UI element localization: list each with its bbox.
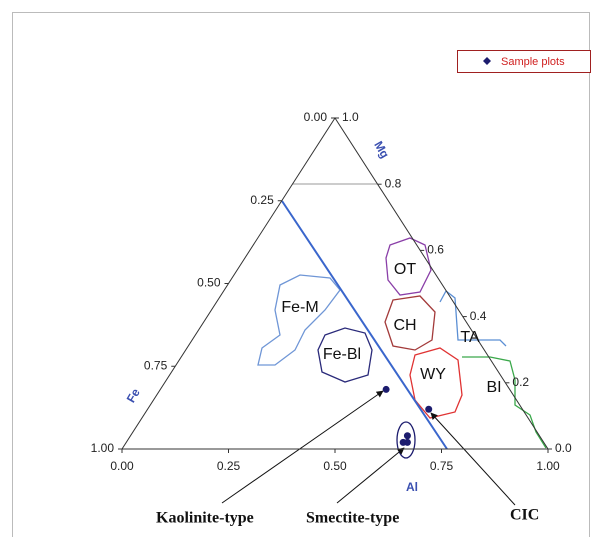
tick-label: 0.6 (427, 243, 444, 257)
tick-label: 0.50 (323, 459, 347, 473)
arrows (221, 390, 516, 506)
tick-label: 0.2 (512, 375, 529, 389)
arrow (221, 390, 384, 504)
axis-label: Mg (371, 139, 392, 161)
tick-label: 1.00 (536, 459, 560, 473)
tick-label: 0.75 (430, 459, 454, 473)
smectite-outline (396, 421, 416, 459)
sample-point (382, 385, 390, 393)
region-label: Fe-M (281, 299, 318, 316)
tick-label: 0.00 (110, 459, 134, 473)
sample-point (425, 405, 433, 413)
region-ot (385, 237, 432, 296)
region-label: WY (420, 366, 446, 383)
tick-label: 0.4 (470, 309, 487, 323)
region-label: Fe-Bl (323, 346, 361, 363)
frame (12, 12, 590, 537)
region-ta (439, 290, 507, 347)
region-label: TA (460, 329, 480, 346)
region-label: CH (393, 317, 416, 334)
region-wy (409, 347, 463, 419)
legend-label: Sample plots (501, 56, 565, 68)
sample-point (399, 438, 407, 446)
region-ch (384, 295, 436, 351)
annotation: Kaolinite-type (156, 510, 254, 527)
regions (257, 183, 547, 459)
tick-label: 0.25 (250, 193, 274, 207)
legend-box (457, 50, 591, 73)
axis-label: Al (406, 480, 418, 494)
sample-point (403, 432, 411, 440)
tick-label: 1.0 (342, 110, 359, 124)
axis-label: Fe (124, 386, 143, 405)
arrow (430, 412, 516, 506)
region-fe-bl (317, 327, 373, 383)
tick-label: 0.50 (197, 276, 221, 290)
region-label: OT (394, 261, 416, 278)
annotation: Smectite-type (306, 510, 399, 527)
region-label: BI (486, 379, 501, 396)
tick-label: 1.00 (91, 441, 115, 455)
tick-label: 0.75 (144, 358, 168, 372)
tick-label: 0.25 (217, 459, 241, 473)
tick-label: 0.00 (304, 110, 328, 124)
cic-line (281, 200, 448, 450)
legend-marker (483, 57, 491, 65)
arrow (336, 447, 405, 504)
tick-label: 0.8 (385, 176, 402, 190)
annotation: CIC (510, 507, 539, 524)
tick-label: 0.0 (555, 441, 572, 455)
region-fe-m (257, 274, 341, 366)
region-bi (462, 356, 547, 449)
